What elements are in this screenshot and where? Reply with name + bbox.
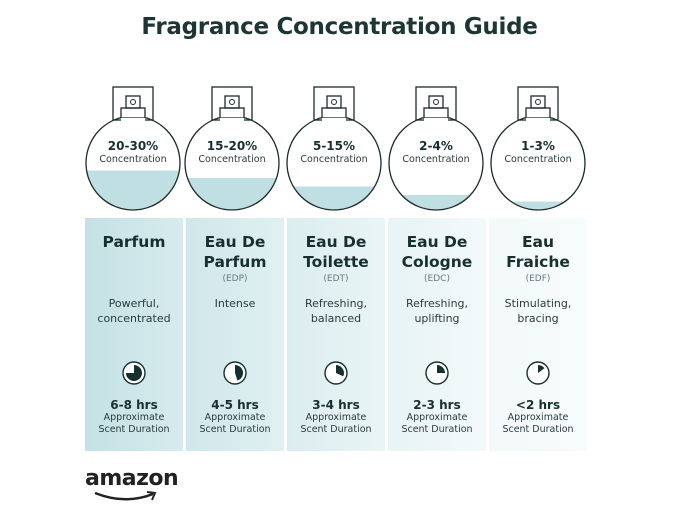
bottle-row: 20-30%Concentration15-20%Concentration5-… [85,86,586,211]
duration-label: Approximate Scent Duration [199,412,271,435]
type-abbreviation: (EDP) [222,274,248,284]
smile-arrow-icon [94,491,157,501]
liquid-fill [389,194,483,210]
type-abbreviation: (EDT) [323,274,349,284]
clock-icon [324,361,348,385]
concentration-label: Concentration [198,154,265,165]
type-name: Parfum [102,233,166,251]
type-name: Eau De Parfum [203,233,267,271]
duration-label: Approximate Scent Duration [401,412,473,435]
type-description: Powerful, concentrated [97,297,171,325]
type-abbreviation: (EDC) [424,274,450,284]
bottle: 5-15%Concentration [286,86,382,211]
type-description: Intense [214,297,256,310]
concentration-value: 20-30% [108,139,158,153]
clock-icon [526,361,550,385]
page-title: Fragrance Concentration Guide [141,14,538,40]
concentration-value: 5-15% [313,139,355,153]
type-name: Eau De Toilette [303,233,369,271]
type-description: Refreshing, balanced [304,297,368,325]
type-panel: Eau Fraiche (EDF) Stimulating, bracing <2 … [489,218,587,451]
duration-label: Approximate Scent Duration [300,412,372,435]
bottle: 20-30%Concentration [85,86,181,211]
duration-value: 4-5 hrs [211,398,259,412]
type-panel: Parfum Powerful, concentrated 6-8 hrs App… [85,218,183,451]
type-name: Eau De Cologne [401,233,473,271]
duration-value: 6-8 hrs [110,398,158,412]
duration-label: Approximate Scent Duration [502,412,574,435]
bottle: 15-20%Concentration [184,86,280,211]
duration-value: 2-3 hrs [413,398,461,412]
concentration-label: Concentration [300,154,367,165]
liquid-fill [86,170,180,210]
type-abbreviation: (EDF) [525,274,551,284]
type-panel: Eau De Parfum (EDP) Intense 4-5 hrs Appro… [186,218,284,451]
duration-value: 3-4 hrs [312,398,360,412]
amazon-logo: amazon [85,466,179,502]
clock-fill [235,365,244,381]
concentration-value: 2-4% [419,139,453,153]
liquid-fill [491,201,585,210]
liquid-fill [287,186,381,210]
type-panel: Eau De Toilette (EDT) Refreshing, balanced… [287,218,385,451]
clock-icon [122,361,146,385]
clock-fill [437,365,445,373]
clock-icon [425,361,449,385]
concentration-label: Concentration [504,154,571,165]
clock-fill [538,365,545,373]
concentration-label: Concentration [402,154,469,165]
type-description: Refreshing, uplifting [405,297,469,325]
type-panel: Eau De Cologne (EDC) Refreshing, uplifting… [388,218,486,451]
type-description: Stimulating, bracing [504,297,572,325]
concentration-value: 15-20% [207,139,257,153]
bottle: 1-3%Concentration [490,86,586,211]
clock-fill [336,365,345,377]
concentration-panels: Parfum Powerful, concentrated 6-8 hrs App… [85,218,587,451]
clock-icon [223,361,247,385]
bottle: 2-4%Concentration [388,86,484,211]
concentration-value: 1-3% [521,139,555,153]
type-name: Eau Fraiche [506,233,570,271]
clock-fill [126,365,142,381]
duration-label: Approximate Scent Duration [98,412,170,435]
concentration-label: Concentration [99,154,166,165]
duration-value: <2 hrs [515,398,561,412]
